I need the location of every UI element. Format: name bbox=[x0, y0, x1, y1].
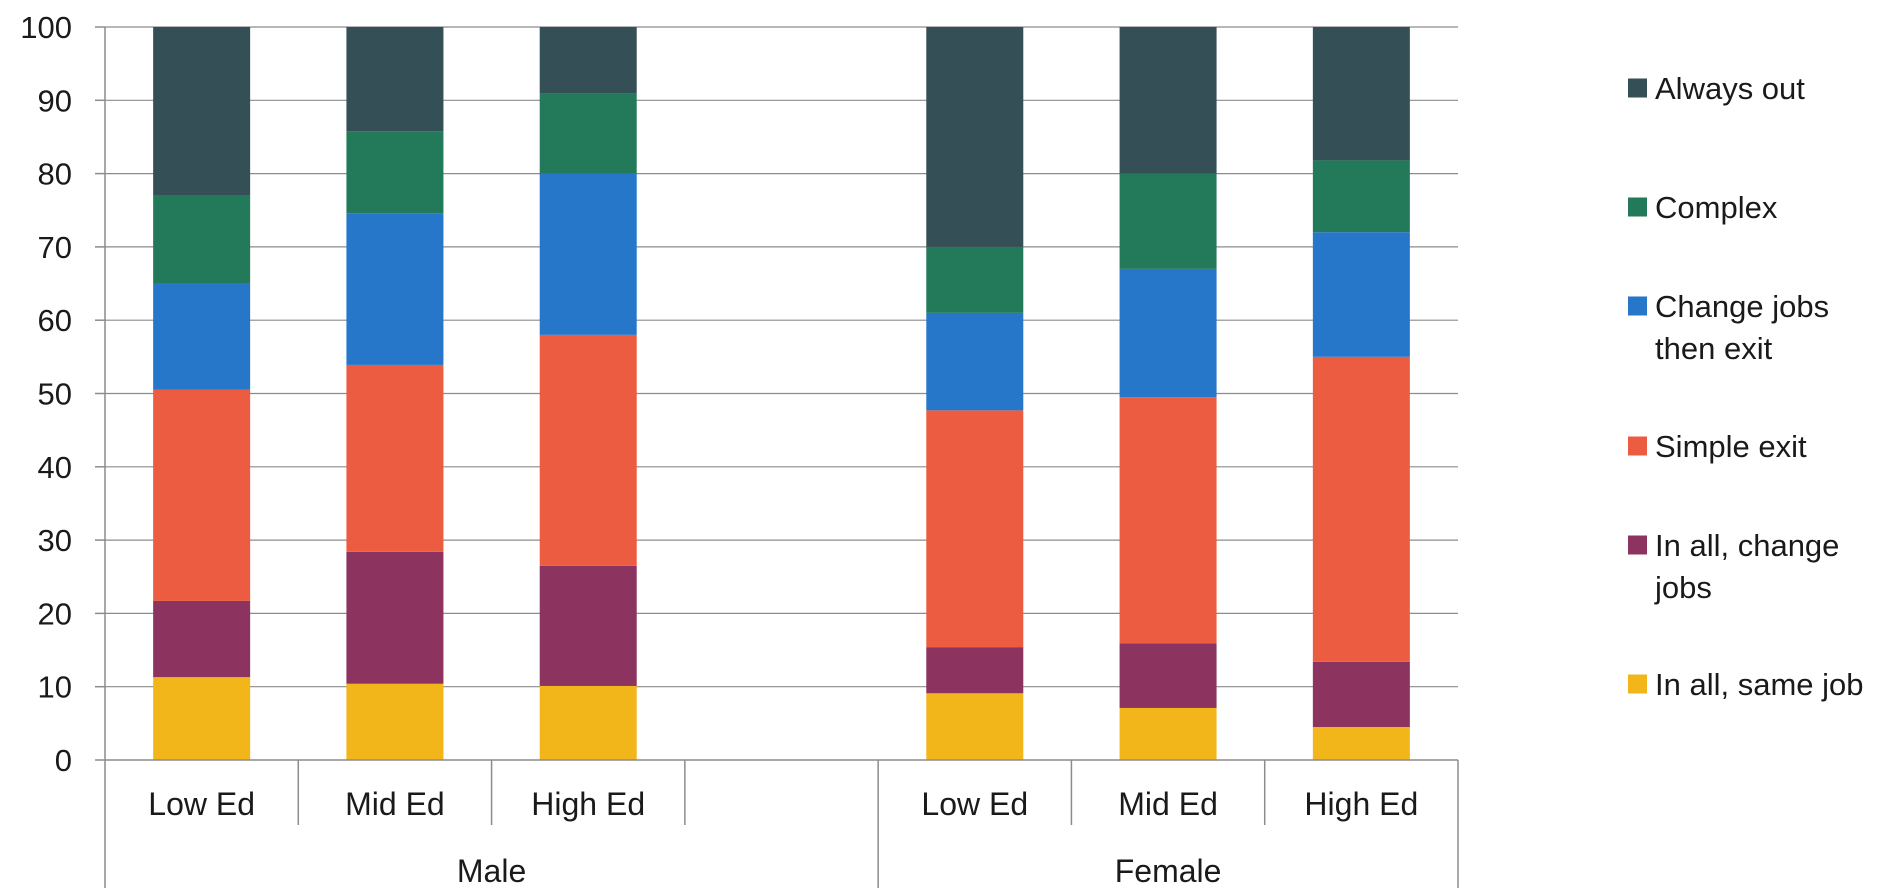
bar-segment bbox=[926, 693, 1024, 760]
gridlines bbox=[105, 26, 1458, 688]
legend-swatch bbox=[1628, 197, 1647, 217]
bar-segment bbox=[1312, 356, 1410, 662]
bar-segment bbox=[346, 683, 444, 760]
bar-segment bbox=[539, 173, 637, 335]
y-tick-label: 30 bbox=[38, 523, 72, 558]
x-category-label: High Ed bbox=[1304, 786, 1418, 822]
legend-label: In all, same job bbox=[1655, 667, 1864, 702]
bar-segment bbox=[1312, 661, 1410, 728]
bar-segment bbox=[1312, 727, 1410, 760]
bar-segment bbox=[346, 131, 444, 214]
x-category-label: Mid Ed bbox=[1118, 786, 1218, 822]
bar-segment bbox=[926, 246, 1024, 313]
legend-label: Change jobs then exit bbox=[1655, 289, 1829, 366]
bar-segment bbox=[1119, 397, 1217, 644]
bar-segment bbox=[346, 551, 444, 684]
legend-swatch bbox=[1628, 78, 1647, 98]
bar-segment bbox=[926, 27, 1024, 247]
bar-segment bbox=[926, 312, 1024, 411]
bar-segment bbox=[539, 565, 637, 686]
y-tick-label: 10 bbox=[38, 670, 72, 705]
legend-label: Simple exit bbox=[1655, 429, 1807, 464]
x-group-label: Female bbox=[1115, 853, 1222, 888]
bar-segment bbox=[153, 600, 251, 678]
bar-segment bbox=[1119, 643, 1217, 708]
bar-segment bbox=[1119, 268, 1217, 398]
x-category-label: Mid Ed bbox=[345, 786, 445, 822]
bar-segment bbox=[539, 27, 637, 94]
y-tick-label: 60 bbox=[38, 303, 72, 338]
y-tick-label: 100 bbox=[20, 10, 72, 45]
y-tick-label: 90 bbox=[38, 83, 72, 118]
legend-swatch bbox=[1628, 535, 1647, 555]
legend: Always out Complex Change jobs then exit Sim… bbox=[1628, 71, 1864, 702]
bar-segment bbox=[1119, 173, 1217, 269]
bar-segment bbox=[346, 27, 444, 132]
bar-segment bbox=[346, 364, 444, 552]
bar-segment bbox=[1312, 27, 1410, 161]
bars bbox=[153, 27, 1410, 760]
x-category-label: Low Ed bbox=[148, 786, 255, 822]
bar-segment bbox=[346, 213, 444, 365]
legend-label: In all, change jobs bbox=[1654, 528, 1839, 605]
bar-segment bbox=[153, 389, 251, 601]
legend-label: Complex bbox=[1655, 190, 1778, 225]
x-group-label: Male bbox=[457, 853, 526, 888]
y-tick-label: 80 bbox=[38, 157, 72, 192]
y-tick-label: 20 bbox=[38, 596, 72, 631]
legend-swatch bbox=[1628, 674, 1647, 694]
y-tick-label: 0 bbox=[55, 743, 72, 778]
bar-segment bbox=[926, 410, 1024, 648]
bar-segment bbox=[539, 93, 637, 174]
legend-swatch bbox=[1628, 296, 1647, 316]
axes bbox=[95, 26, 1459, 888]
x-category-label: High Ed bbox=[531, 786, 645, 822]
bar-segment bbox=[1312, 232, 1410, 357]
bar-segment bbox=[153, 27, 251, 196]
y-tick-label: 70 bbox=[38, 230, 72, 265]
y-axis-tick-labels: 0 10 20 30 40 50 60 70 80 90 100 bbox=[20, 10, 72, 778]
y-tick-label: 50 bbox=[38, 377, 72, 412]
legend-swatch bbox=[1628, 436, 1647, 456]
bar-segment bbox=[539, 334, 637, 566]
bar-segment bbox=[1312, 160, 1410, 233]
bar-segment bbox=[1119, 27, 1217, 174]
x-category-label: Low Ed bbox=[921, 786, 1028, 822]
x-axis-category-labels: Low Ed Mid Ed High Ed Low Ed Mid Ed High EdMa… bbox=[148, 786, 1418, 888]
bar-segment bbox=[153, 677, 251, 760]
legend-label: Always out bbox=[1655, 71, 1805, 106]
bar-segment bbox=[1119, 707, 1217, 760]
bar-segment bbox=[153, 195, 251, 284]
y-tick-label: 40 bbox=[38, 450, 72, 485]
bar-segment bbox=[153, 283, 251, 390]
bar-segment bbox=[539, 685, 637, 760]
bar-segment bbox=[926, 647, 1024, 694]
